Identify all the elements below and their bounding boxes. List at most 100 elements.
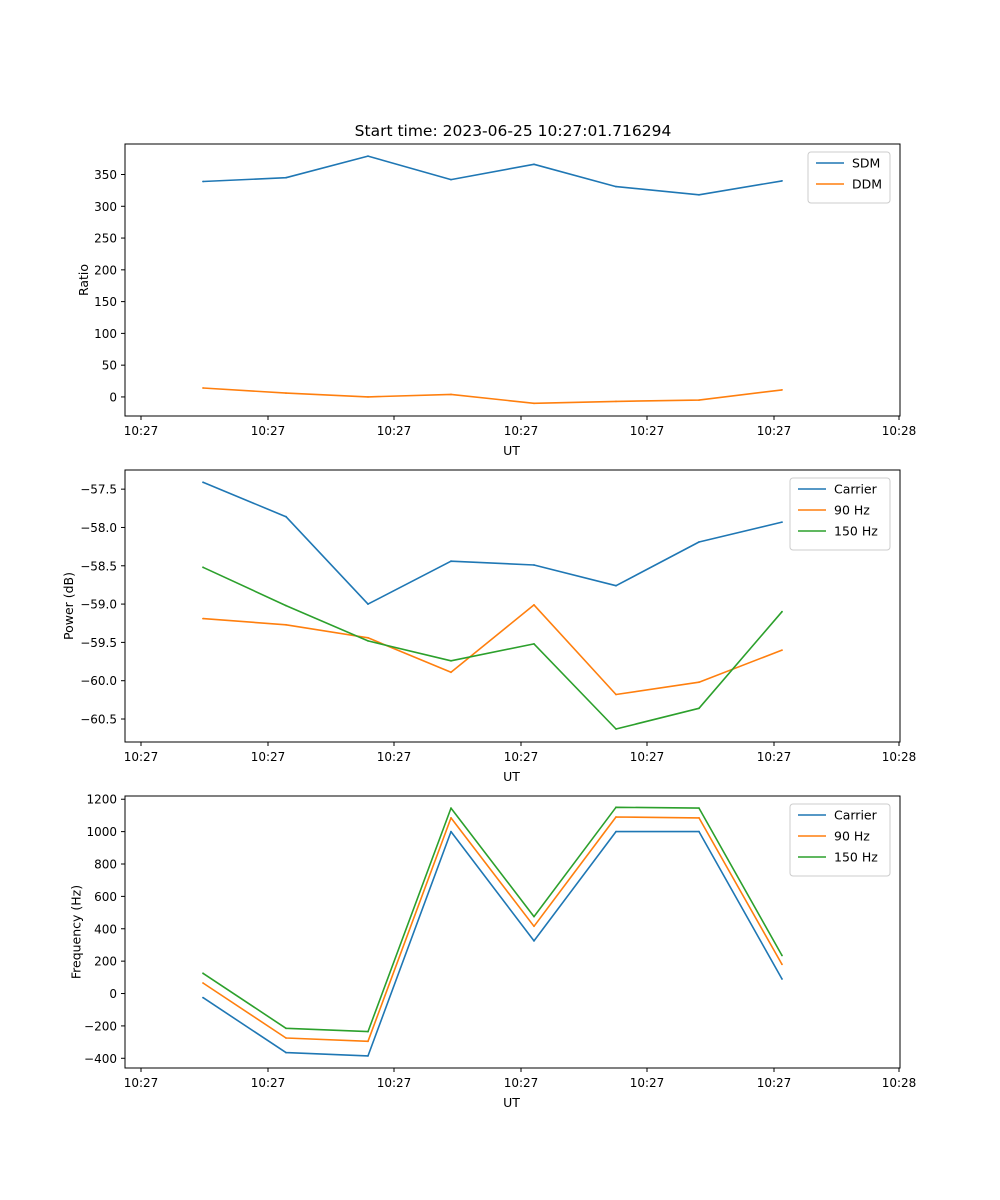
y-tick-label: 200 [94, 955, 117, 969]
data-point [533, 925, 535, 928]
data-point [285, 392, 287, 394]
legend-label: SDM [852, 156, 880, 171]
y-tick-label: −60.5 [80, 713, 117, 727]
data-point [615, 400, 617, 403]
y-tick-label: 1200 [86, 793, 117, 807]
data-point [202, 972, 204, 975]
data-point [781, 180, 783, 182]
data-point [533, 402, 535, 405]
chart-panel-1: 10:27 10:27 10:27 10:27 10:27 10:27 10:28 UT 0 50… [76, 143, 917, 458]
y-tick-label: 0 [109, 390, 117, 404]
data-point [698, 830, 700, 833]
legend-frame [789, 477, 891, 551]
x-tick-label: 10:27 [251, 1076, 286, 1090]
plot-area-frame [124, 469, 901, 743]
x-tick-label: 10:28 [882, 750, 917, 764]
x-tick-label: 10:27 [504, 750, 539, 764]
x-tick-label: 10:27 [757, 424, 792, 438]
y-tick-label: 800 [94, 858, 117, 872]
data-point [698, 707, 700, 710]
data-point [781, 521, 783, 523]
data-point [781, 649, 783, 651]
data-point [202, 481, 204, 484]
y-tick-label: 50 [102, 359, 117, 373]
data-point [615, 728, 617, 730]
data-point [367, 396, 369, 398]
data-point [367, 603, 369, 605]
plot-area-frame [124, 795, 901, 1069]
data-point [698, 681, 700, 684]
data-point [615, 584, 617, 587]
series-line-carrier [202, 481, 783, 605]
y-tick-label: 250 [94, 232, 117, 246]
x-axis-label: UT [503, 1095, 520, 1110]
legend: SDM DDM [807, 151, 891, 204]
x-tick-label: 10:27 [504, 424, 539, 438]
series-line-90-hz [202, 816, 783, 1043]
data-point [698, 541, 700, 543]
data-point [450, 807, 452, 809]
data-point [698, 399, 700, 401]
data-point [698, 807, 700, 809]
data-point [781, 389, 783, 391]
data-point [285, 1051, 287, 1054]
series-line-carrier [202, 830, 783, 1057]
data-point [533, 940, 535, 942]
y-tick-label: 0 [109, 987, 117, 1001]
data-point [450, 393, 452, 396]
data-point [367, 636, 369, 639]
legend-label: 90 Hz [834, 503, 870, 518]
legend-label: 150 Hz [834, 524, 878, 539]
series-line-150-hz [202, 566, 783, 730]
data-point [615, 830, 617, 833]
y-tick-label: −58.5 [80, 559, 117, 573]
legend-label: Carrier [834, 808, 878, 823]
x-tick-label: 10:27 [630, 750, 665, 764]
chart-panel-3: 10:27 10:27 10:27 10:27 10:27 10:27 10:28 UT −40… [69, 793, 917, 1110]
data-point [450, 817, 452, 819]
y-tick-label: −60.0 [80, 674, 117, 688]
y-tick-label: 1000 [86, 825, 117, 839]
data-point [202, 996, 204, 999]
y-tick-label: −59.0 [80, 598, 117, 612]
data-point [285, 1027, 287, 1030]
x-tick-label: 10:27 [377, 424, 412, 438]
data-point [615, 806, 617, 809]
data-point [698, 817, 700, 819]
data-point [202, 982, 204, 984]
data-point [285, 515, 287, 518]
x-tick-label: 10:27 [251, 424, 286, 438]
data-point [450, 671, 452, 674]
series-line-90-hz [202, 604, 783, 696]
series-line-sdm [202, 155, 783, 196]
data-point [781, 954, 783, 957]
data-point [450, 560, 452, 563]
x-tick-label: 10:27 [504, 1076, 539, 1090]
chart-panel-2: 10:27 10:27 10:27 10:27 10:27 10:27 10:28 UT −57… [61, 469, 917, 784]
series-line-ddm [202, 387, 783, 405]
x-tick-label: 10:27 [377, 1076, 412, 1090]
data-point [367, 155, 369, 158]
legend: Carrier 90 Hz 150 Hz [789, 477, 891, 551]
data-point [367, 640, 369, 642]
x-tick-label: 10:28 [882, 424, 917, 438]
data-point [698, 193, 700, 196]
data-point [367, 1055, 369, 1057]
data-point [450, 830, 452, 833]
legend-label: 150 Hz [834, 850, 878, 865]
x-tick-label: 10:27 [124, 424, 159, 438]
x-tick-label: 10:27 [251, 750, 286, 764]
charts-container: 10:27 10:27 10:27 10:27 10:27 10:27 10:28 UT 0 50… [61, 143, 917, 1110]
data-point [781, 610, 783, 613]
y-tick-label: −400 [84, 1052, 117, 1066]
y-axis-label: Ratio [76, 264, 91, 296]
x-tick-label: 10:27 [630, 424, 665, 438]
plot-area-frame [124, 143, 901, 417]
legend-label: DDM [852, 177, 882, 192]
x-tick-label: 10:27 [630, 1076, 665, 1090]
y-tick-label: 200 [94, 263, 117, 277]
y-axis-label: Frequency (Hz) [69, 885, 84, 979]
data-point [450, 659, 452, 662]
legend-frame [807, 151, 891, 204]
data-point [285, 623, 287, 626]
